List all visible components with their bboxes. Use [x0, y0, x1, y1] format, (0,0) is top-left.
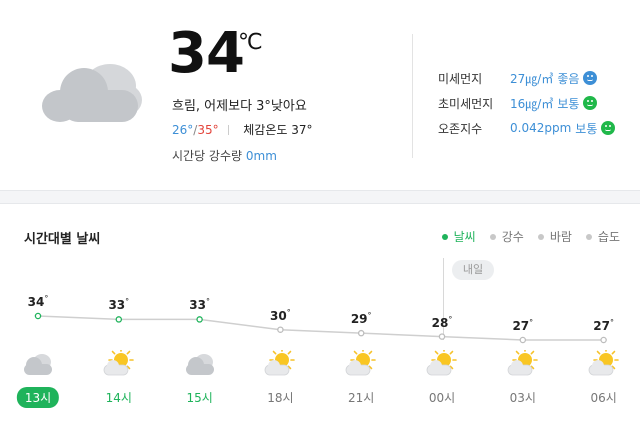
weather-description: 흐림, 어제보다 3°낮아요	[172, 99, 307, 114]
min-temperature: 26°	[172, 123, 194, 137]
smile-face-icon	[583, 71, 598, 85]
temperature-value: 27°	[593, 318, 614, 333]
temperature-value: 33°	[108, 297, 130, 313]
temperature-point	[34, 312, 42, 320]
ultrafine-dust-row[interactable]: 초미세먼지 16㎍/㎥ 보통	[438, 93, 598, 113]
hourly-title: 시간대별 날씨	[24, 232, 101, 247]
tab-humidity[interactable]: 습도	[585, 228, 620, 245]
air-quality-value: 27㎍/㎥	[510, 71, 554, 86]
air-quality-label: 미세먼지	[438, 71, 483, 86]
air-quality-label: 오존지수	[438, 121, 483, 136]
min-max-row: 26°/35° 체감온도 37°	[172, 121, 313, 138]
current-temperature: 34	[168, 21, 245, 86]
temperature-value: 34°	[27, 294, 49, 309]
hour-label: 06시	[590, 391, 617, 405]
air-quality-value: 0.042ppm	[510, 121, 572, 135]
min-max-separator: /	[193, 123, 198, 137]
hour-label: 21시	[348, 391, 375, 405]
temperature-value: 29°	[350, 311, 372, 327]
temperature-point	[600, 336, 607, 344]
temperature-line	[37, 315, 604, 341]
cloud-icon	[185, 354, 214, 375]
temperature-point	[438, 333, 446, 340]
sun-cloud-icon	[103, 350, 134, 376]
tab-precipitation[interactable]: 강수	[489, 228, 524, 245]
precipitation-value: 0mm	[245, 149, 277, 163]
hour-label: 18시	[267, 391, 294, 405]
tomorrow-badge: 내일	[452, 260, 494, 280]
air-quality-grade: 보통	[557, 96, 580, 111]
tab-label: 습도	[597, 230, 620, 244]
air-quality-grade: 보통	[575, 121, 598, 136]
fine-dust-row[interactable]: 미세먼지 27㎍/㎥ 좋음	[438, 68, 598, 88]
hour-label: 14시	[105, 391, 132, 405]
hour-label: 03시	[509, 391, 536, 405]
sun-cloud-icon	[264, 350, 296, 376]
tab-label: 날씨	[453, 230, 476, 244]
air-quality-label: 초미세먼지	[438, 96, 494, 111]
precipitation-label: 시간당 강수량	[172, 149, 243, 163]
section-separator	[0, 190, 640, 204]
tab-dot-icon	[489, 233, 496, 240]
neutral-face-icon	[583, 96, 598, 110]
sun-cloud-icon	[426, 350, 457, 376]
temperature-point	[196, 316, 203, 323]
hourly-weather-panel: 시간대별 날씨 날씨 강수 바람 습도	[0, 204, 640, 422]
cloud-icon	[24, 354, 52, 375]
temperature-point	[277, 326, 284, 333]
hour-label: 15시	[186, 391, 213, 405]
precipitation-row: 시간당 강수량 0mm	[172, 147, 277, 164]
tab-wind[interactable]: 바람	[537, 228, 572, 245]
tab-label: 바람	[549, 230, 572, 244]
sun-cloud-icon	[507, 350, 538, 376]
hour-label: 13시	[16, 387, 60, 408]
temperature-value: 27°	[512, 318, 534, 333]
tomorrow-divider	[443, 258, 444, 340]
neutral-face-icon	[601, 121, 616, 135]
current-weather-panel: 34 ℃ 흐림, 어제보다 3°낮아요 26°/35° 체감온도 37° 시간당…	[0, 0, 640, 190]
tab-label: 강수	[501, 230, 524, 244]
sun-cloud-icon	[345, 350, 376, 376]
divider	[228, 125, 230, 135]
vertical-divider	[412, 34, 413, 158]
temperature-point	[357, 329, 365, 337]
feels-like-temperature: 체감온도 37°	[243, 123, 313, 137]
tab-weather[interactable]: 날씨	[441, 228, 476, 245]
temperature-point	[115, 316, 123, 323]
temperature-value: 28°	[431, 314, 453, 330]
max-temperature: 35°	[197, 123, 219, 137]
sun-cloud-icon	[588, 350, 619, 376]
cloud-icon	[42, 64, 142, 122]
tab-dot-icon	[537, 233, 544, 240]
hourly-tabs: 날씨 강수 바람 습도	[441, 228, 620, 245]
temperature-value: 33°	[189, 297, 210, 313]
air-quality-grade: 좋음	[557, 71, 580, 86]
temperature-value: 30°	[270, 307, 291, 323]
ozone-row[interactable]: 오존지수 0.042ppm 보통	[438, 118, 616, 138]
tab-dot-icon	[585, 233, 592, 240]
air-quality-value: 16㎍/㎥	[510, 96, 554, 111]
hourly-temperature-graph	[34, 312, 607, 344]
hour-label: 00시	[428, 391, 456, 405]
temperature-unit: ℃	[238, 30, 263, 55]
temperature-point	[519, 336, 527, 344]
tab-dot-icon	[441, 233, 448, 240]
